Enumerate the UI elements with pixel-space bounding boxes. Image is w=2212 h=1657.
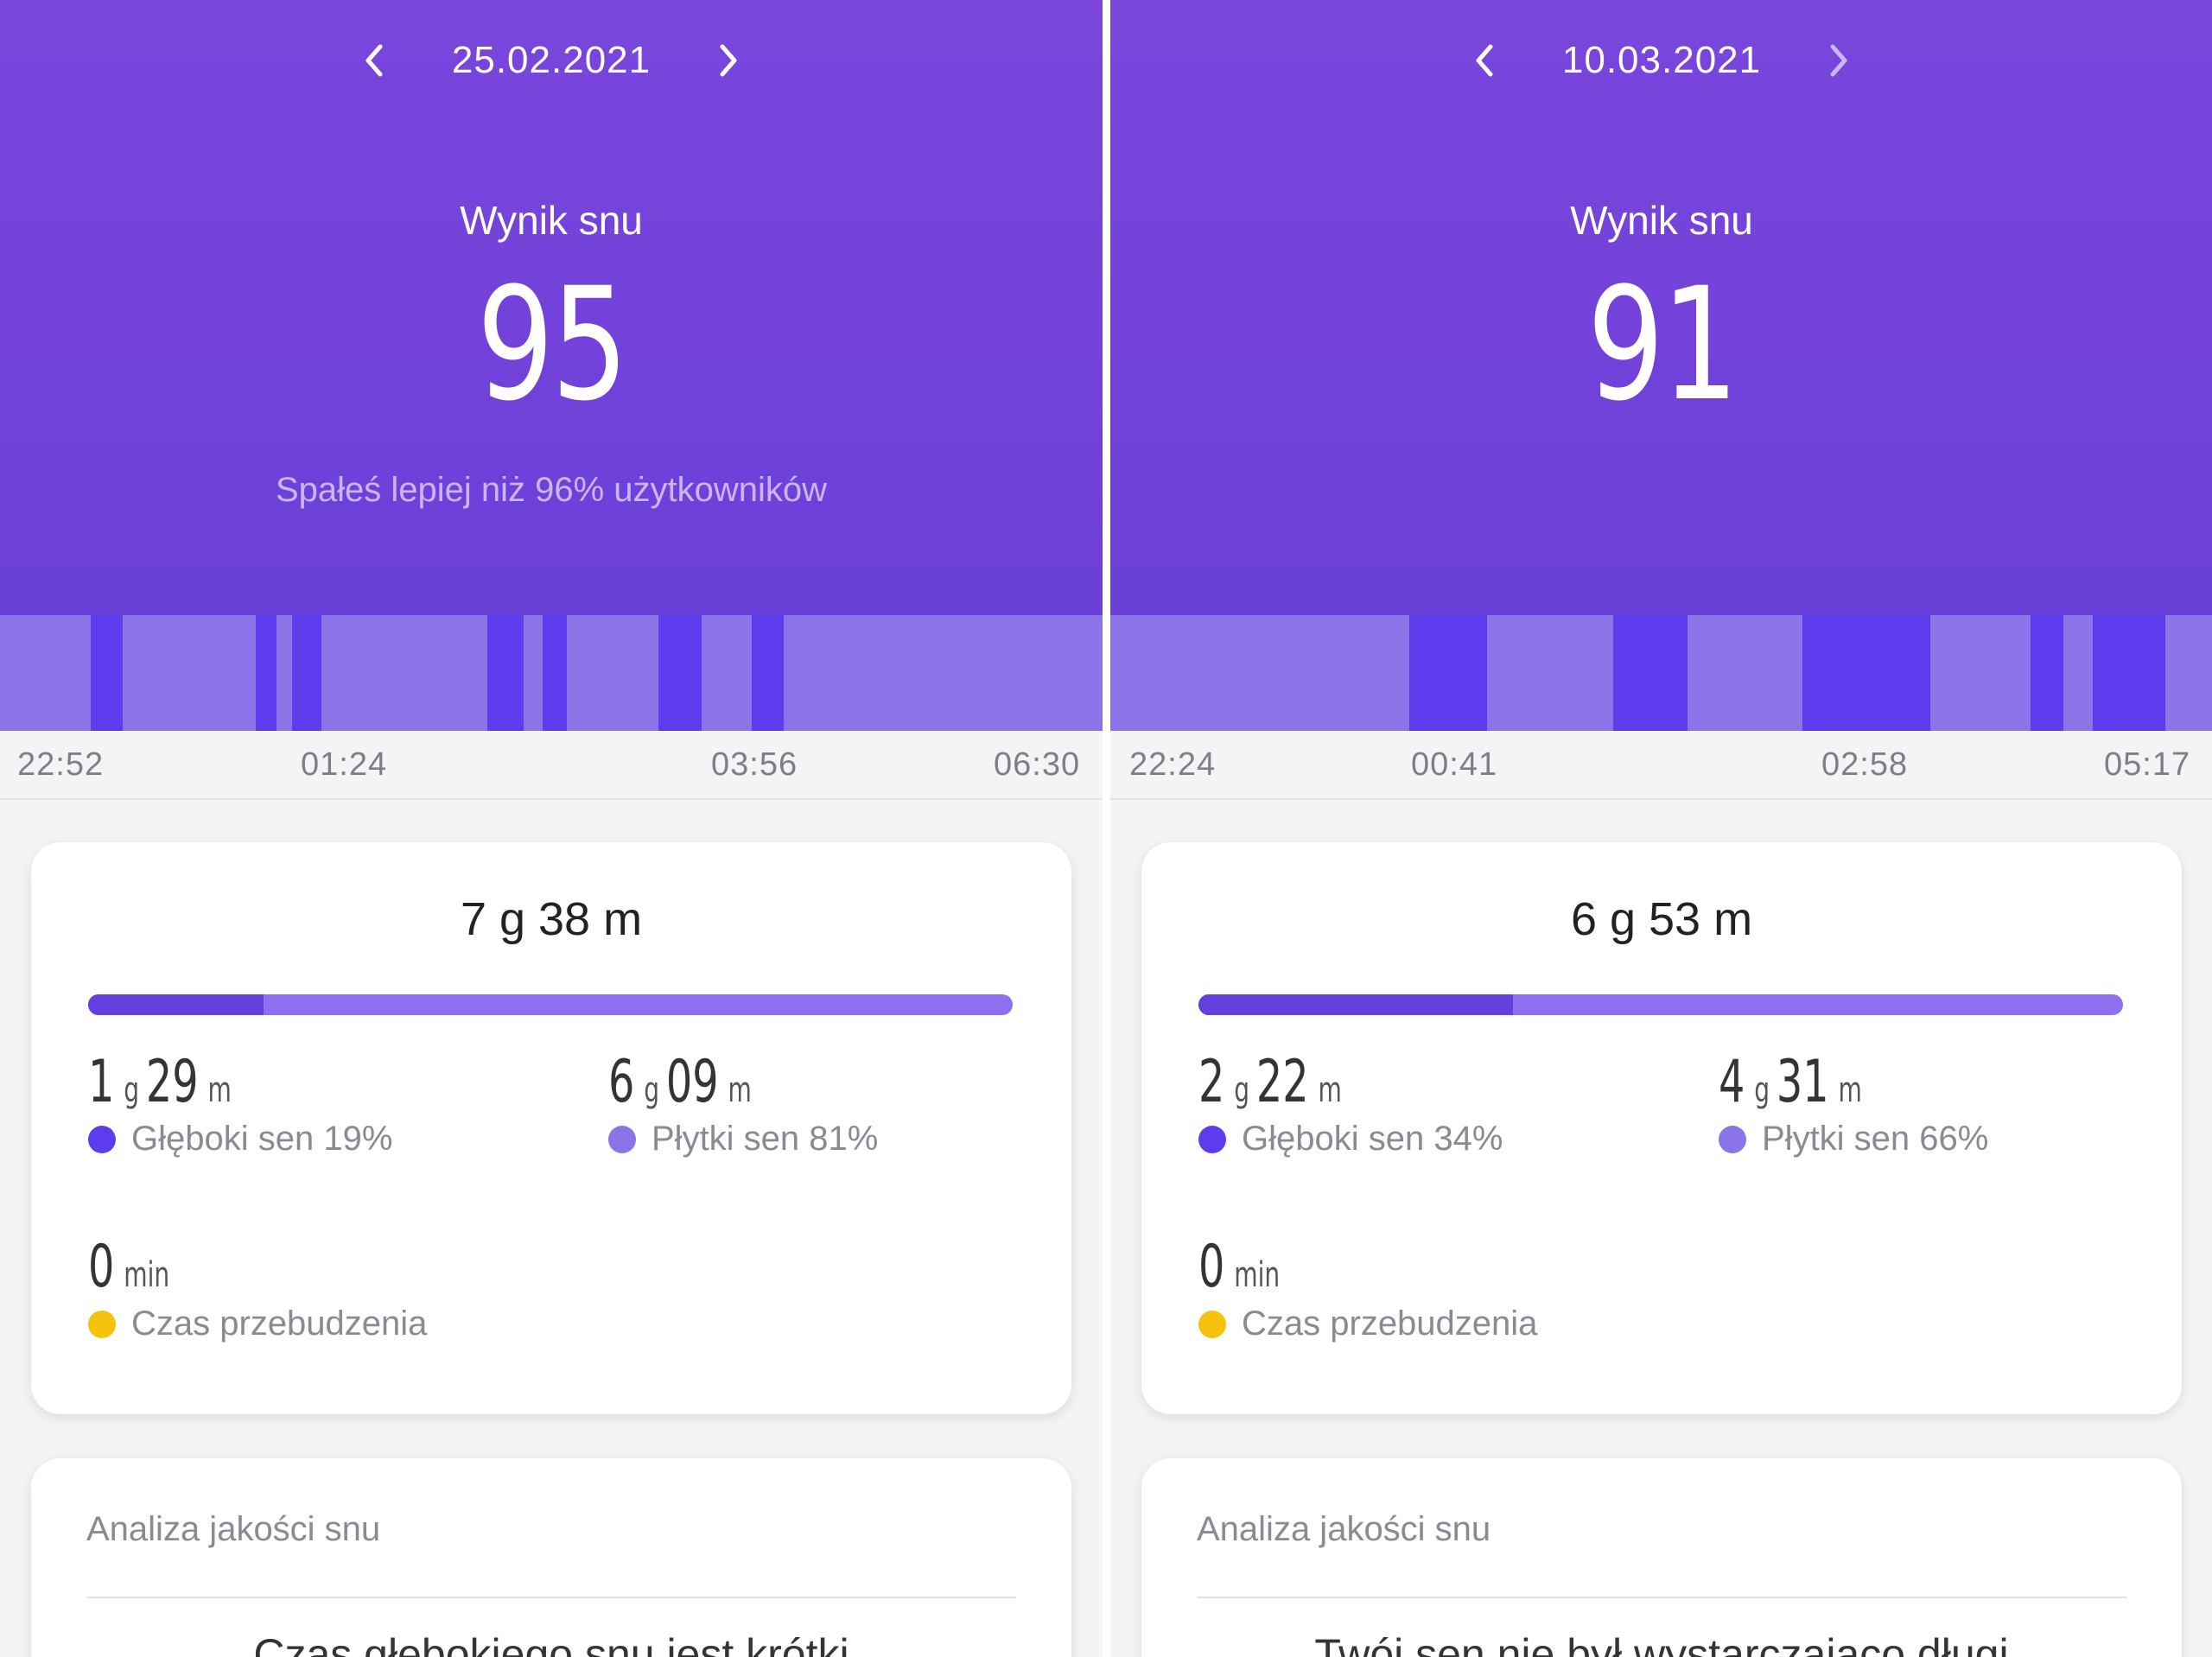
light-sleep-dot-icon bbox=[1719, 1125, 1746, 1153]
light-hours: 6 bbox=[608, 1048, 635, 1116]
minutes-unit: m bbox=[728, 1070, 752, 1110]
timeline-axis: 22:24 00:41 02:58 05:17 bbox=[1110, 731, 2212, 800]
sleep-summary-card: 7 g 38 m 1 g 29 m Głęboki sen 19% 6 g 09 m Pły… bbox=[31, 842, 1071, 1414]
divider bbox=[86, 1597, 1016, 1598]
deep-sleep-segment bbox=[752, 615, 784, 731]
minutes-unit: m bbox=[1838, 1070, 1862, 1110]
light-sleep-dot-icon bbox=[608, 1125, 636, 1153]
light-hours: 4 bbox=[1719, 1048, 1745, 1116]
date-label: 10.03.2021 bbox=[1561, 39, 1762, 81]
analysis-title: Analiza jakości snu bbox=[86, 1510, 381, 1548]
awake-unit: min bbox=[1234, 1255, 1281, 1295]
sleep-score: 95 bbox=[476, 255, 629, 435]
awake-label: Czas przebudzenia bbox=[1242, 1305, 1538, 1343]
deep-sleep-segment bbox=[1613, 615, 1688, 731]
divider bbox=[1197, 1597, 2126, 1598]
chevron-right-icon[interactable] bbox=[690, 30, 767, 91]
score-header: 25.02.2021 Wynik snu 95 Spałeś lepiej ni… bbox=[0, 0, 1103, 615]
deep-sleep-segment bbox=[91, 615, 123, 731]
time-tick: 00:41 bbox=[1411, 746, 1498, 783]
analysis-text: Twój sen nie był wystarczająco długi bbox=[1314, 1630, 2009, 1657]
sleep-stage-bar bbox=[1198, 994, 2123, 1015]
analysis-text: Czas głębokiego snu jest krótki bbox=[253, 1630, 849, 1657]
date-navigator: 25.02.2021 bbox=[0, 30, 1103, 91]
deep-sleep-dot-icon bbox=[88, 1125, 116, 1153]
deep-sleep-segment bbox=[292, 615, 321, 731]
sleep-report-panel-right: 10.03.2021 Wynik snu 91 22:24 00:41 02:5… bbox=[1110, 0, 2212, 1657]
deep-sleep-segment bbox=[2093, 615, 2165, 731]
sleep-score: 91 bbox=[1586, 255, 1739, 435]
minutes-unit: m bbox=[207, 1070, 232, 1110]
date-label: 25.02.2021 bbox=[451, 39, 652, 81]
deep-sleep-segment bbox=[1409, 615, 1487, 731]
sleep-analysis-card[interactable]: Analiza jakości snu Twój sen nie był wys… bbox=[1141, 1458, 2182, 1657]
analysis-title: Analiza jakości snu bbox=[1197, 1510, 1491, 1548]
deep-sleep-segment bbox=[1802, 615, 1930, 731]
sleep-stage-bar bbox=[88, 994, 1013, 1015]
deep-sleep-segment bbox=[256, 615, 276, 731]
deep-minutes: 29 bbox=[145, 1048, 199, 1116]
time-tick: 22:52 bbox=[17, 746, 105, 783]
light-minutes: 31 bbox=[1776, 1048, 1829, 1116]
deep-sleep-stat: 2 g 22 m Głęboki sen 34% bbox=[1198, 1048, 1503, 1159]
hours-unit: g bbox=[1234, 1070, 1250, 1110]
awake-value: 0 bbox=[1198, 1233, 1225, 1301]
time-tick: 02:58 bbox=[1821, 746, 1909, 783]
awake-value: 0 bbox=[88, 1233, 115, 1301]
chevron-left-icon[interactable] bbox=[335, 30, 413, 91]
deep-sleep-label: Głęboki sen 19% bbox=[131, 1120, 393, 1158]
deep-hours: 1 bbox=[88, 1048, 115, 1116]
chevron-left-icon[interactable] bbox=[1446, 30, 1523, 91]
awake-unit: min bbox=[124, 1255, 170, 1295]
hours-unit: g bbox=[124, 1070, 140, 1110]
awake-dot-icon bbox=[1198, 1310, 1226, 1338]
time-tick: 22:24 bbox=[1129, 746, 1217, 783]
awake-time-stat: 0 min Czas przebudzenia bbox=[1198, 1233, 1537, 1343]
deep-hours: 2 bbox=[1198, 1048, 1225, 1116]
awake-time-stat: 0 min Czas przebudzenia bbox=[88, 1233, 427, 1343]
deep-sleep-label: Głęboki sen 34% bbox=[1242, 1120, 1503, 1158]
chevron-right-icon[interactable] bbox=[1800, 30, 1878, 91]
sleep-hypnogram[interactable] bbox=[1110, 615, 2212, 731]
time-tick: 06:30 bbox=[994, 746, 1081, 783]
time-tick: 01:24 bbox=[301, 746, 388, 783]
deep-minutes: 22 bbox=[1255, 1048, 1309, 1116]
deep-sleep-dot-icon bbox=[1198, 1125, 1226, 1153]
total-sleep-duration: 6 g 53 m bbox=[1570, 893, 1753, 945]
light-sleep-label: Płytki sen 66% bbox=[1762, 1120, 1989, 1158]
deep-sleep-segment bbox=[658, 615, 702, 731]
deep-sleep-segment bbox=[543, 615, 567, 731]
minutes-unit: m bbox=[1318, 1070, 1342, 1110]
deep-sleep-bar-fill bbox=[88, 994, 264, 1015]
deep-sleep-segment bbox=[2031, 615, 2063, 731]
awake-label: Czas przebudzenia bbox=[131, 1305, 428, 1343]
hours-unit: g bbox=[1754, 1070, 1770, 1110]
score-comparison: Spałeś lepiej niż 96% użytkowników bbox=[275, 471, 828, 509]
score-header: 10.03.2021 Wynik snu 91 bbox=[1110, 0, 2212, 615]
date-navigator: 10.03.2021 bbox=[1110, 30, 2212, 91]
total-sleep-duration: 7 g 38 m bbox=[460, 893, 643, 945]
timeline-axis: 22:52 01:24 03:56 06:30 bbox=[0, 731, 1103, 800]
deep-sleep-bar-fill bbox=[1198, 994, 1513, 1015]
hours-unit: g bbox=[644, 1070, 660, 1110]
time-tick: 05:17 bbox=[2104, 746, 2191, 783]
deep-sleep-segment bbox=[487, 615, 524, 731]
score-title: Wynik snu bbox=[1570, 198, 1753, 243]
light-sleep-stat: 6 g 09 m Płytki sen 81% bbox=[608, 1048, 878, 1159]
light-sleep-stat: 4 g 31 m Płytki sen 66% bbox=[1719, 1048, 1988, 1159]
time-tick: 03:56 bbox=[711, 746, 798, 783]
light-sleep-label: Płytki sen 81% bbox=[652, 1120, 879, 1158]
sleep-hypnogram[interactable] bbox=[0, 615, 1103, 731]
deep-sleep-stat: 1 g 29 m Głęboki sen 19% bbox=[88, 1048, 392, 1159]
sleep-analysis-card[interactable]: Analiza jakości snu Czas głębokiego snu … bbox=[31, 1458, 1071, 1657]
light-minutes: 09 bbox=[665, 1048, 719, 1116]
score-title: Wynik snu bbox=[460, 198, 643, 243]
awake-dot-icon bbox=[88, 1310, 116, 1338]
sleep-summary-card: 6 g 53 m 2 g 22 m Głęboki sen 34% 4 g 31 m Pły… bbox=[1141, 842, 2182, 1414]
sleep-report-panel-left: 25.02.2021 Wynik snu 95 Spałeś lepiej ni… bbox=[0, 0, 1103, 1657]
